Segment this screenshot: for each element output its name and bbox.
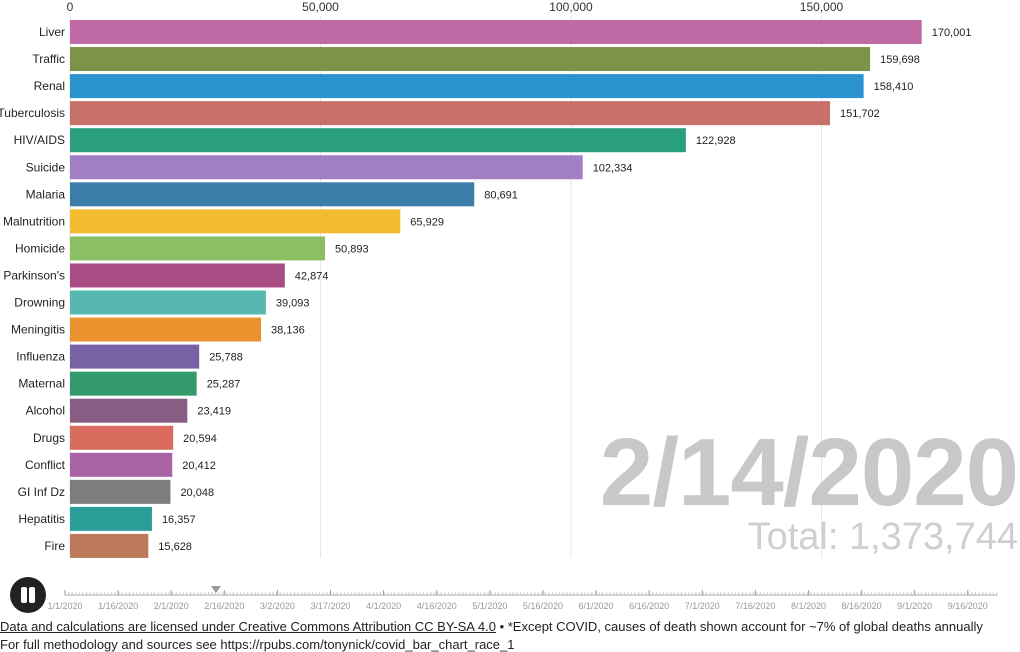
- value-label: 80,691: [484, 189, 518, 201]
- bar-drowning: [70, 290, 266, 315]
- value-label: 20,412: [182, 460, 216, 472]
- timeline-label: 5/16/2020: [523, 601, 563, 611]
- timeline-label: 6/1/2020: [579, 601, 614, 611]
- category-label: Tuberculosis: [0, 106, 65, 120]
- value-label: 25,287: [207, 379, 241, 391]
- timeline-label: 8/1/2020: [791, 601, 826, 611]
- category-label: Traffic: [32, 52, 65, 66]
- bar-malaria: [70, 182, 475, 207]
- category-label: Fire: [44, 539, 65, 553]
- category-label: Alcohol: [26, 404, 65, 418]
- bar-maternal: [70, 371, 197, 396]
- timeline-handle[interactable]: [210, 586, 221, 593]
- bar-meningitis: [70, 317, 262, 342]
- bar-tuberculosis: [70, 101, 831, 126]
- timeline-label: 9/16/2020: [948, 601, 988, 611]
- x-tick-label: 100,000: [549, 0, 593, 14]
- timeline-label: 6/16/2020: [629, 601, 669, 611]
- timeline-label: 2/16/2020: [204, 601, 244, 611]
- bar-renal: [70, 74, 864, 99]
- value-label: 42,874: [295, 270, 329, 282]
- category-label: Conflict: [25, 458, 66, 472]
- footer-note: • *Except COVID, causes of death shown a…: [495, 619, 983, 634]
- value-label: 159,698: [880, 54, 920, 66]
- category-label: Parkinson's: [3, 268, 65, 282]
- timeline-label: 4/1/2020: [366, 601, 401, 611]
- timeline-label: 4/16/2020: [417, 601, 457, 611]
- value-label: 158,410: [874, 81, 914, 93]
- x-tick-label: 150,000: [800, 0, 844, 14]
- bar-hivaids: [70, 128, 686, 153]
- value-label: 23,419: [197, 406, 231, 418]
- timeline-label: 5/1/2020: [472, 601, 507, 611]
- bar-chart: 0 50,000 100,000 150,000 Liver 170,001 Traffic…: [0, 0, 972, 558]
- timeline-slider[interactable]: 1/1/2020 1/16/2020 2/1/2020 2/16/2020 3/2/20…: [0, 580, 1020, 616]
- bar-parkinsons: [70, 263, 285, 288]
- value-label: 102,334: [593, 162, 633, 174]
- category-label: Suicide: [26, 160, 66, 174]
- value-label: 25,788: [209, 352, 243, 364]
- value-label: 151,702: [840, 108, 880, 120]
- bar-hepatitis: [70, 506, 152, 531]
- value-label: 16,357: [162, 514, 196, 526]
- current-date: 2/14/2020: [599, 419, 1019, 526]
- value-label: 122,928: [696, 135, 736, 147]
- timeline-label: 2/1/2020: [154, 601, 189, 611]
- value-label: 65,929: [410, 216, 444, 228]
- x-tick-label: 50,000: [302, 0, 339, 14]
- timeline-label: 9/1/2020: [897, 601, 932, 611]
- value-label: 39,093: [276, 298, 310, 310]
- sources-text: For full methodology and sources see htt…: [0, 637, 515, 652]
- category-label: Influenza: [16, 350, 65, 364]
- pause-button[interactable]: [10, 577, 46, 613]
- timeline-label: 7/16/2020: [735, 601, 775, 611]
- category-label: Drugs: [33, 431, 65, 445]
- category-label: GI Inf Dz: [18, 485, 65, 499]
- category-label: Malnutrition: [3, 214, 65, 228]
- bar-giinfdz: [70, 479, 171, 504]
- value-label: 20,048: [180, 487, 214, 499]
- license-link[interactable]: Data and calculations are licensed under…: [0, 619, 496, 634]
- bar-conflict: [70, 452, 173, 477]
- bar-influenza: [70, 344, 200, 369]
- total-count: Total: 1,373,744: [747, 516, 1018, 558]
- category-label: Liver: [39, 25, 65, 39]
- value-label: 20,594: [183, 433, 217, 445]
- category-label: Renal: [34, 79, 65, 93]
- bar-suicide: [70, 155, 583, 180]
- category-label: Homicide: [15, 241, 65, 255]
- x-tick-label: 0: [67, 0, 74, 14]
- value-label: 15,628: [158, 541, 192, 553]
- category-label: Malaria: [26, 187, 66, 201]
- category-label: Drowning: [14, 296, 65, 310]
- bar-alcohol: [70, 398, 188, 423]
- timeline-label: 3/17/2020: [311, 601, 351, 611]
- category-label: Hepatitis: [18, 512, 65, 526]
- category-label: HIV/AIDS: [14, 133, 65, 147]
- timeline-label: 8/16/2020: [842, 601, 882, 611]
- bar-traffic: [70, 47, 871, 72]
- bar-fire: [70, 533, 149, 558]
- timeline-label: 1/1/2020: [47, 601, 82, 611]
- category-label: Meningitis: [11, 323, 65, 337]
- value-label: 170,001: [932, 27, 972, 39]
- timeline-label: 1/16/2020: [98, 601, 138, 611]
- bar-malnutrition: [70, 209, 401, 234]
- bar-homicide: [70, 236, 325, 261]
- bar-liver: [70, 20, 922, 44]
- timeline-label: 3/2/2020: [260, 601, 295, 611]
- value-label: 50,893: [335, 243, 369, 255]
- bar-drugs: [70, 425, 174, 450]
- value-label: 38,136: [271, 325, 305, 337]
- timeline-label: 7/1/2020: [685, 601, 720, 611]
- category-label: Maternal: [18, 377, 65, 391]
